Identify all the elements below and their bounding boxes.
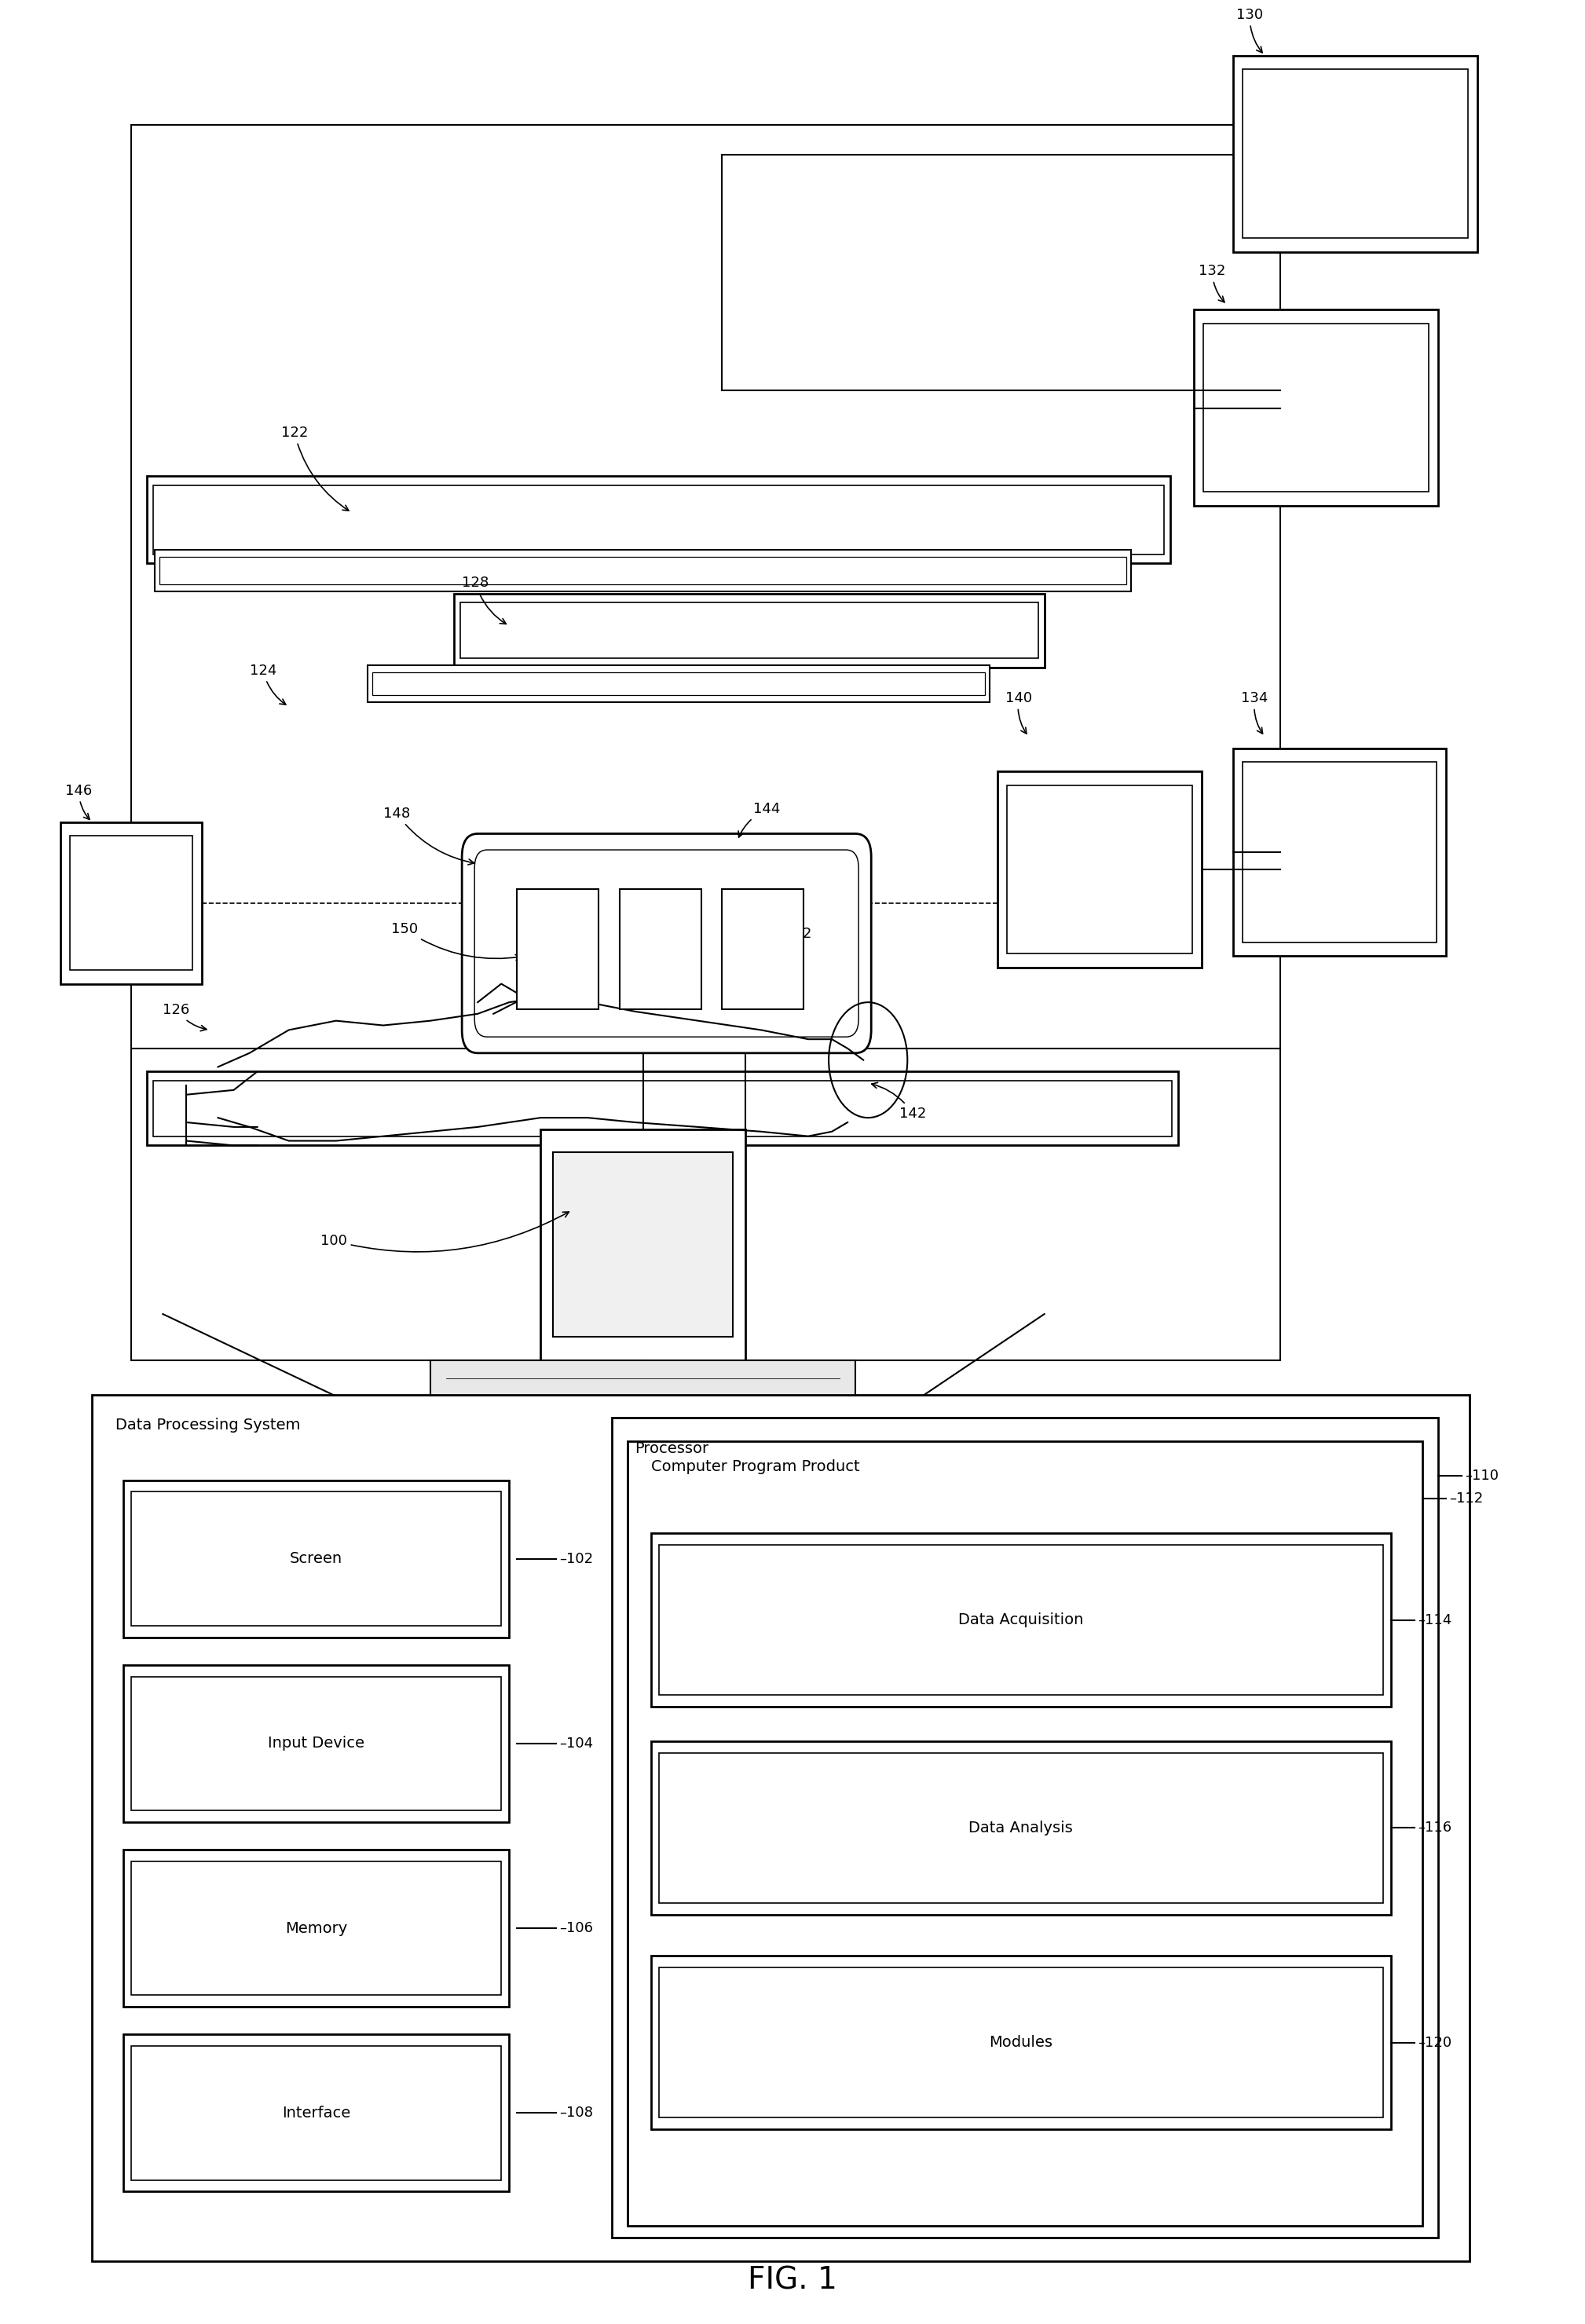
Text: 146: 146 [65, 783, 92, 820]
Text: –106: –106 [560, 1922, 593, 1936]
Bar [651, 1957, 1390, 2129]
Bar [155, 551, 1132, 590]
Bar [453, 593, 1045, 667]
Bar [132, 1862, 501, 1996]
Text: 130: 130 [1236, 7, 1263, 53]
Text: Data Acquisition: Data Acquisition [959, 1613, 1083, 1627]
Bar [431, 1360, 856, 1441]
Text: Data Analysis: Data Analysis [968, 1820, 1073, 1836]
Text: Memory: Memory [285, 1922, 347, 1936]
Text: FIG. 1: FIG. 1 [748, 2266, 837, 2296]
Text: 122: 122 [281, 425, 349, 511]
Text: 126: 126 [163, 1004, 206, 1032]
Text: –112: –112 [1449, 1492, 1484, 1506]
Bar [540, 1129, 745, 1360]
Bar [160, 555, 1127, 583]
Bar [132, 1676, 501, 1810]
Bar [147, 476, 1170, 562]
Bar [92, 1394, 1469, 2261]
FancyBboxPatch shape [461, 834, 872, 1053]
Bar [1194, 309, 1438, 507]
Bar [553, 1153, 732, 1336]
Bar [612, 1418, 1438, 2238]
Text: 134: 134 [1241, 690, 1268, 734]
Bar [368, 665, 989, 702]
Bar [70, 837, 193, 969]
Text: 150: 150 [391, 923, 521, 960]
Text: Modules: Modules [989, 2036, 1052, 2050]
Text: 148: 148 [384, 806, 474, 865]
Text: 128: 128 [461, 576, 506, 623]
Text: –102: –102 [560, 1552, 593, 1566]
Text: –104: –104 [560, 1736, 593, 1750]
Bar [1233, 56, 1477, 251]
Bar [124, 2034, 509, 2192]
Text: –116: –116 [1417, 1820, 1452, 1836]
Bar [154, 1081, 1171, 1136]
Bar [651, 1534, 1390, 1706]
Bar [517, 890, 599, 1009]
Bar [1006, 786, 1192, 953]
Text: –114: –114 [1417, 1613, 1452, 1627]
Bar [997, 772, 1201, 967]
Bar [132, 2045, 501, 2180]
Bar [154, 486, 1163, 555]
Text: 124: 124 [249, 662, 285, 704]
Text: –108: –108 [560, 2106, 593, 2119]
Text: Interface: Interface [282, 2106, 350, 2119]
Text: 100: 100 [320, 1211, 569, 1253]
Text: 142: 142 [872, 1083, 927, 1120]
Bar [124, 1480, 509, 1638]
Text: 144: 144 [739, 802, 780, 837]
Bar [659, 1752, 1382, 1903]
Bar [132, 125, 1281, 1360]
Text: Input Device: Input Device [268, 1736, 365, 1750]
Text: –110: –110 [1465, 1469, 1498, 1483]
Bar [147, 1071, 1178, 1146]
Bar [628, 1441, 1422, 2226]
Bar [1233, 748, 1446, 955]
Text: Data Processing System: Data Processing System [116, 1418, 301, 1434]
Text: Computer Program Product: Computer Program Product [651, 1459, 859, 1473]
Bar [721, 890, 804, 1009]
Bar [651, 1741, 1390, 1915]
Bar [1203, 323, 1428, 493]
Bar [124, 1850, 509, 2008]
Text: 152: 152 [762, 927, 812, 964]
Bar [460, 602, 1038, 658]
Bar [659, 1968, 1382, 2117]
Bar [372, 672, 984, 695]
Bar [60, 823, 203, 983]
Text: Processor: Processor [636, 1441, 708, 1455]
Text: 140: 140 [1005, 690, 1032, 734]
Bar [1243, 70, 1468, 237]
Text: 132: 132 [1198, 265, 1225, 302]
Bar [132, 1492, 501, 1627]
Bar [124, 1664, 509, 1822]
Text: –120: –120 [1417, 2036, 1452, 2050]
Bar [620, 890, 701, 1009]
Bar [659, 1545, 1382, 1694]
Bar [1243, 762, 1436, 941]
Text: Screen: Screen [290, 1552, 342, 1566]
